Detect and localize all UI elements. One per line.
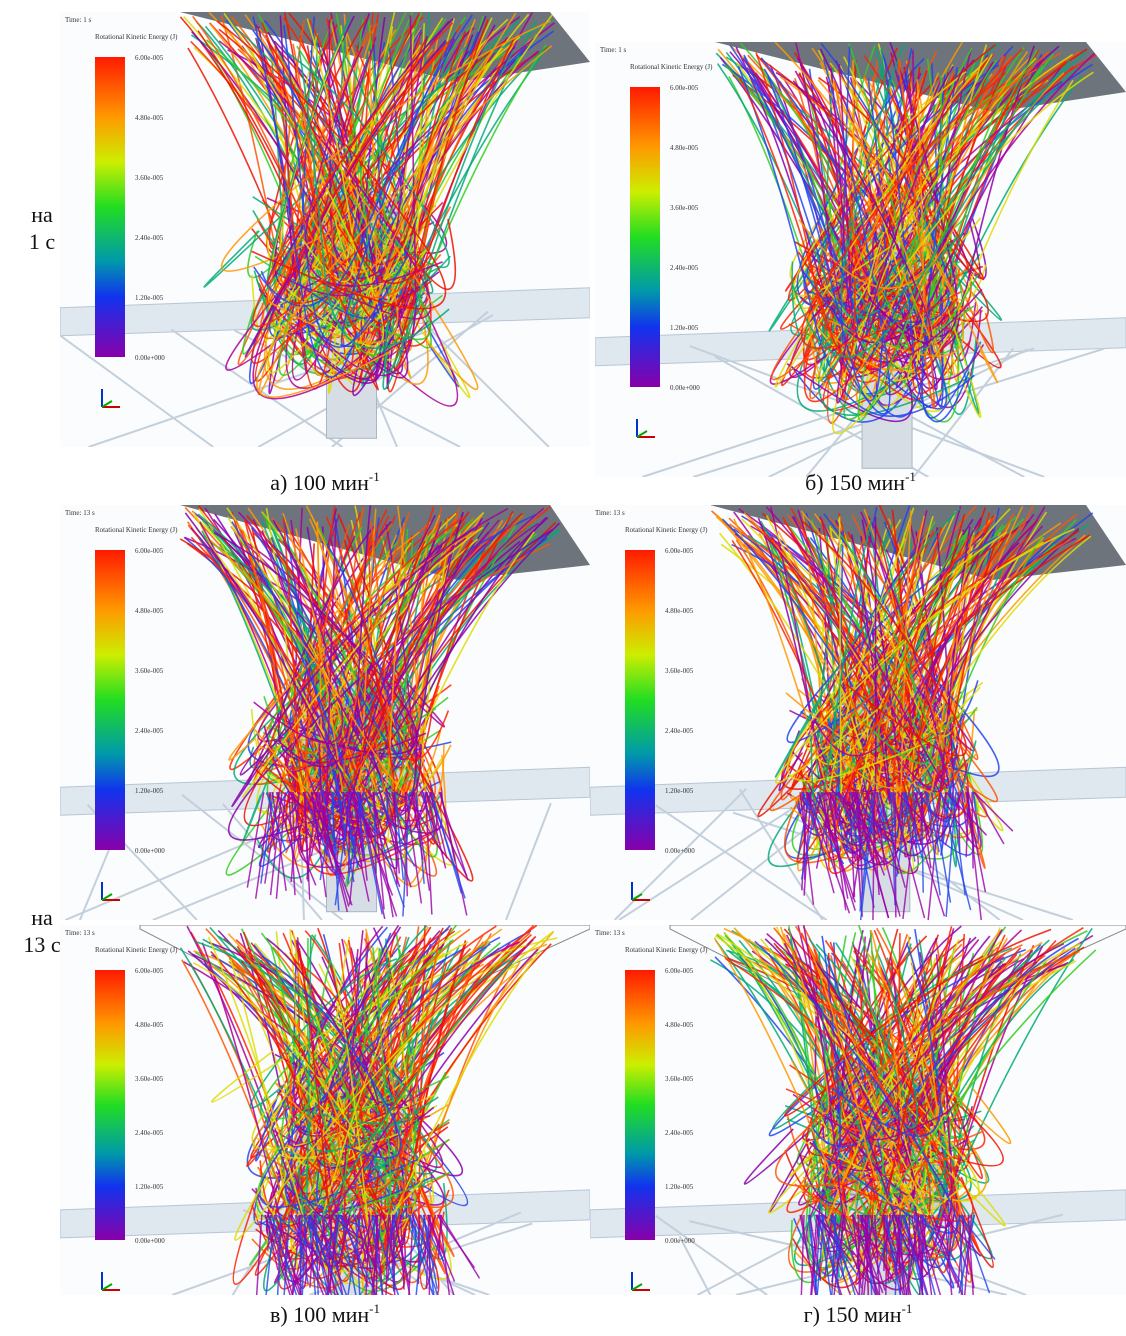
- caption-text: г) 150 мин: [804, 1302, 902, 1327]
- panel: Time: 13 s Rotational Kinetic Energy (J) 6…: [60, 505, 590, 920]
- colorbar-tick-label: 1.20e-005: [135, 787, 164, 795]
- colorbar-tick-label: 4.80e-005: [665, 1021, 694, 1029]
- caption-superscript: -1: [905, 469, 916, 484]
- legend-title: Rotational Kinetic Energy (J): [630, 63, 713, 71]
- panel: Time: 13 s Rotational Kinetic Energy (J) 6…: [590, 505, 1126, 926]
- time-label: Time: 13 s: [595, 509, 625, 517]
- colorbar-tick-label: 6.00e-005: [135, 54, 164, 62]
- caption: а) 100 мин-1: [270, 469, 379, 495]
- side-label: на: [31, 905, 53, 930]
- colorbar-tick-label: 6.00e-005: [665, 547, 694, 555]
- colorbar-tick-label: 0.00e+000: [135, 354, 165, 362]
- colorbar-tick-label: 1.20e-005: [135, 294, 164, 302]
- colorbar-tick-label: 3.60e-005: [135, 667, 164, 675]
- time-label: Time: 1 s: [600, 46, 626, 54]
- streamline: [394, 1215, 395, 1292]
- colorbar-tick-label: 4.80e-005: [135, 1021, 164, 1029]
- side-label: 13 с: [23, 932, 61, 957]
- time-label: Time: 13 s: [595, 929, 625, 937]
- colorbar-tick-label: 4.80e-005: [135, 114, 164, 122]
- colorbar-tick-label: 6.00e-005: [665, 967, 694, 975]
- colorbar-tick-label: 1.20e-005: [670, 324, 699, 332]
- caption: г) 150 мин-1: [804, 1301, 913, 1327]
- side-label: на: [31, 202, 53, 227]
- side-label: 1 с: [29, 229, 56, 254]
- scene: [60, 12, 590, 447]
- panel: Time: 13 s Rotational Kinetic Energy (J) 6…: [60, 925, 590, 1336]
- colorbar-tick-label: 3.60e-005: [135, 174, 164, 182]
- colorbar-tick-label: 0.00e+000: [670, 384, 700, 392]
- figure: Time: 1 s Rotational Kinetic Energy (J) 6.…: [0, 0, 1126, 1336]
- colorbar-tick-label: 1.20e-005: [135, 1183, 164, 1191]
- colorbar-tick-label: 6.00e-005: [670, 84, 699, 92]
- colorbar-tick-label: 2.40e-005: [135, 727, 164, 735]
- panel: Time: 1 s Rotational Kinetic Energy (J) 6.…: [60, 12, 590, 447]
- colorbar-tick-label: 0.00e+000: [665, 847, 695, 855]
- colorbar-tick-label: 3.60e-005: [670, 204, 699, 212]
- colorbar-tick-label: 4.80e-005: [670, 144, 699, 152]
- legend-title: Rotational Kinetic Energy (J): [95, 33, 178, 41]
- colorbar: [95, 57, 125, 357]
- colorbar-tick-label: 1.20e-005: [665, 787, 694, 795]
- colorbar-tick-label: 0.00e+000: [135, 847, 165, 855]
- panel: Time: 13 s Rotational Kinetic Energy (J) 6…: [590, 925, 1126, 1336]
- colorbar-tick-label: 0.00e+000: [665, 1237, 695, 1245]
- caption-text: б) 150 мин: [805, 470, 905, 495]
- colorbar: [625, 550, 655, 850]
- scene: [60, 505, 590, 920]
- legend-title: Rotational Kinetic Energy (J): [95, 946, 178, 954]
- caption-superscript: -1: [369, 469, 380, 484]
- colorbar-tick-label: 6.00e-005: [135, 967, 164, 975]
- caption: в) 100 мин-1: [270, 1301, 380, 1327]
- colorbar-tick-label: 1.20e-005: [665, 1183, 694, 1191]
- caption-superscript: -1: [369, 1301, 380, 1316]
- legend-title: Rotational Kinetic Energy (J): [625, 946, 708, 954]
- scene: [595, 42, 1126, 477]
- caption: б) 150 мин-1: [805, 469, 916, 495]
- caption-text: в) 100 мин: [270, 1302, 369, 1327]
- colorbar-tick-label: 2.40e-005: [665, 727, 694, 735]
- panel: Time: 1 s Rotational Kinetic Energy (J) 6.…: [595, 42, 1126, 477]
- colorbar: [625, 970, 655, 1240]
- time-label: Time: 13 s: [65, 929, 95, 937]
- colorbar-tick-label: 6.00e-005: [135, 547, 164, 555]
- colorbar-tick-label: 4.80e-005: [135, 607, 164, 615]
- colorbar: [630, 87, 660, 387]
- legend-title: Rotational Kinetic Energy (J): [625, 526, 708, 534]
- caption-text: а) 100 мин: [270, 470, 369, 495]
- colorbar-tick-label: 3.60e-005: [135, 1075, 164, 1083]
- colorbar: [95, 550, 125, 850]
- colorbar-tick-label: 3.60e-005: [665, 667, 694, 675]
- time-label: Time: 1 s: [65, 16, 91, 24]
- caption-superscript: -1: [901, 1301, 912, 1316]
- scene: [590, 505, 1126, 926]
- colorbar-tick-label: 2.40e-005: [665, 1129, 694, 1137]
- time-label: Time: 13 s: [65, 509, 95, 517]
- colorbar-tick-label: 3.60e-005: [665, 1075, 694, 1083]
- colorbar-tick-label: 2.40e-005: [135, 234, 164, 242]
- colorbar-tick-label: 2.40e-005: [670, 264, 699, 272]
- colorbar-tick-label: 4.80e-005: [665, 607, 694, 615]
- legend-title: Rotational Kinetic Energy (J): [95, 526, 178, 534]
- colorbar-tick-label: 2.40e-005: [135, 1129, 164, 1137]
- colorbar: [95, 970, 125, 1240]
- colorbar-tick-label: 0.00e+000: [135, 1237, 165, 1245]
